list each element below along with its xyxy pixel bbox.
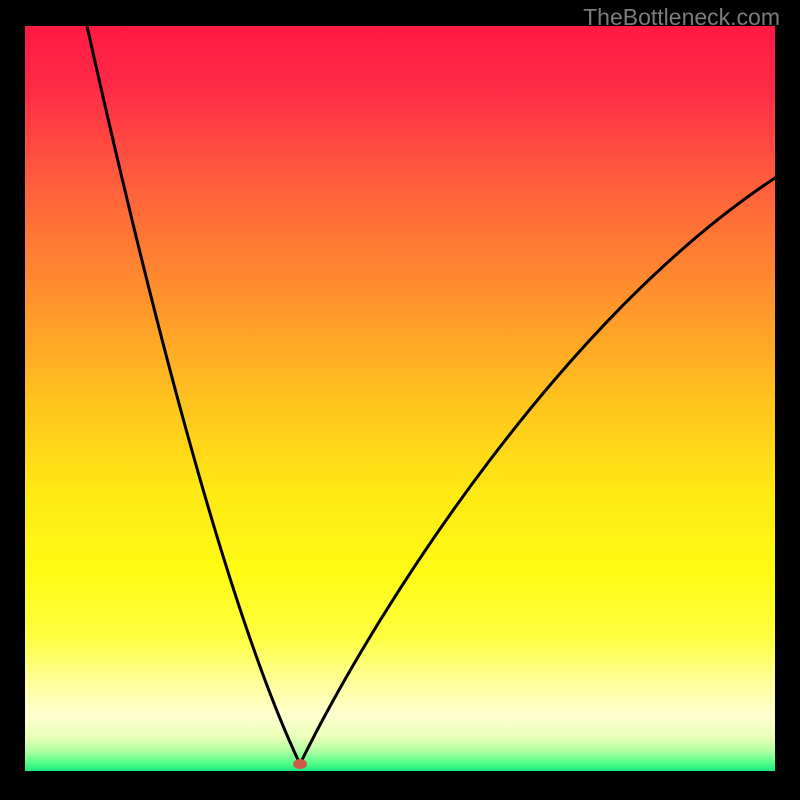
chart-frame: TheBottleneck.com — [0, 0, 800, 800]
plot-area — [25, 26, 775, 771]
gradient-background — [25, 26, 775, 771]
